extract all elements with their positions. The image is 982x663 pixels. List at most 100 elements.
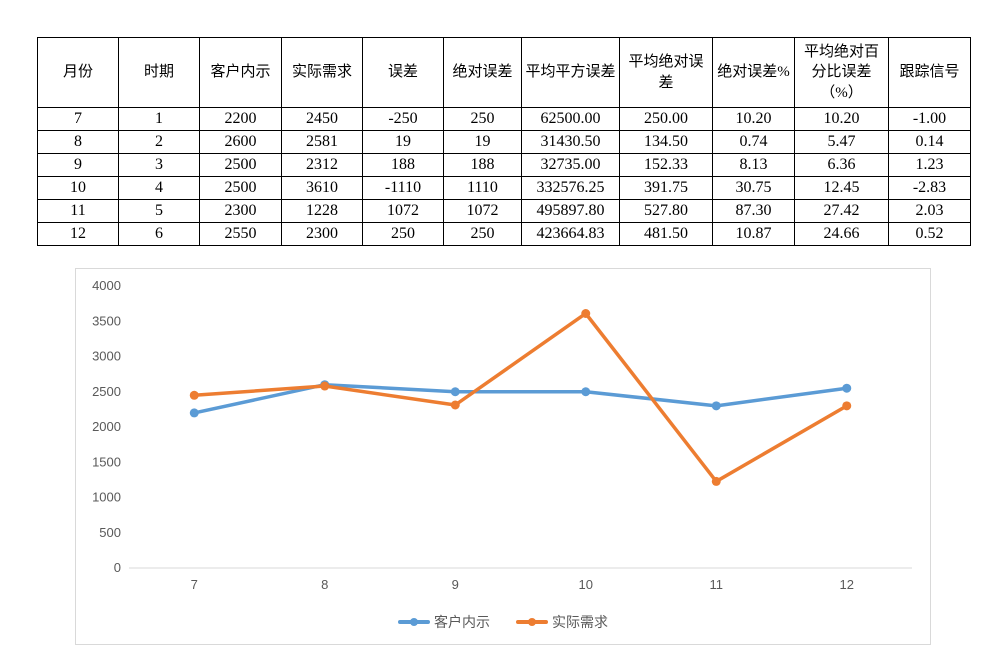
table-cell[interactable]: -250 bbox=[362, 107, 444, 131]
data-point-marker bbox=[189, 408, 199, 418]
column-header-9[interactable]: 平均绝对百分比误差（%） bbox=[794, 37, 889, 108]
table-cell[interactable]: 423664.83 bbox=[521, 222, 620, 246]
y-axis-tick-label: 1000 bbox=[92, 490, 121, 505]
data-point-marker bbox=[320, 381, 330, 391]
table-cell[interactable]: 3 bbox=[118, 153, 200, 177]
table-cell[interactable]: 32735.00 bbox=[521, 153, 620, 177]
column-header-6[interactable]: 平均平方误差 bbox=[521, 37, 620, 108]
table-cell[interactable]: 12 bbox=[37, 222, 119, 246]
y-axis-tick-label: 3000 bbox=[92, 349, 121, 364]
table-cell[interactable]: 5 bbox=[118, 199, 200, 223]
table-cell[interactable]: 2312 bbox=[281, 153, 363, 177]
table-cell[interactable]: 188 bbox=[443, 153, 522, 177]
column-header-10[interactable]: 跟踪信号 bbox=[888, 37, 971, 108]
legend-item: 客户内示 bbox=[398, 612, 490, 632]
column-header-7[interactable]: 平均绝对误差 bbox=[619, 37, 713, 108]
column-header-1[interactable]: 时期 bbox=[118, 37, 200, 108]
table-cell[interactable]: 250 bbox=[443, 222, 522, 246]
chart-plot-area: 0 500 1000 1500 2000 2500 3000 3500 4000 7 8 9 10 11 1… bbox=[92, 278, 912, 592]
chart-legend: 客户内示 实际需求 bbox=[76, 612, 930, 632]
table-cell[interactable]: 2 bbox=[118, 130, 200, 154]
y-axis-tick-label: 500 bbox=[99, 525, 121, 540]
table-row: 8 2 2600 2581 19 19 31430.50 134.50 0.74 5.47 0.14 bbox=[37, 130, 971, 154]
column-header-4[interactable]: 误差 bbox=[362, 37, 444, 108]
table-cell[interactable]: 8 bbox=[37, 130, 119, 154]
table-cell[interactable]: 2581 bbox=[281, 130, 363, 154]
table-cell[interactable]: 2500 bbox=[199, 176, 282, 200]
legend-marker-icon bbox=[516, 618, 548, 626]
column-header-3[interactable]: 实际需求 bbox=[281, 37, 363, 108]
table-cell[interactable]: 2550 bbox=[199, 222, 282, 246]
table-row: 11 5 2300 1228 1072 1072 495897.80 527.80 87.30 2… bbox=[37, 199, 971, 223]
table-cell[interactable]: 481.50 bbox=[619, 222, 713, 246]
table-cell[interactable]: 495897.80 bbox=[521, 199, 620, 223]
table-cell[interactable]: 19 bbox=[362, 130, 444, 154]
table-cell[interactable]: 332576.25 bbox=[521, 176, 620, 200]
table-cell[interactable]: -1110 bbox=[362, 176, 444, 200]
table-cell[interactable]: 2.03 bbox=[888, 199, 971, 223]
table-cell[interactable]: 3610 bbox=[281, 176, 363, 200]
table-cell[interactable]: 1 bbox=[118, 107, 200, 131]
table-cell[interactable]: 24.66 bbox=[794, 222, 889, 246]
column-header-2[interactable]: 客户内示 bbox=[199, 37, 282, 108]
table-cell[interactable]: 250 bbox=[443, 107, 522, 131]
table-cell[interactable]: 87.30 bbox=[712, 199, 795, 223]
y-axis-tick-label: 0 bbox=[114, 560, 121, 575]
table-cell[interactable]: 11 bbox=[37, 199, 119, 223]
table-cell[interactable]: 12.45 bbox=[794, 176, 889, 200]
table-cell[interactable]: 8.13 bbox=[712, 153, 795, 177]
table-row: 10 4 2500 3610 -1110 1110 332576.25 391.75 30.75… bbox=[37, 176, 971, 200]
data-point-marker bbox=[450, 400, 460, 410]
table-cell[interactable]: 31430.50 bbox=[521, 130, 620, 154]
table-cell[interactable]: 27.42 bbox=[794, 199, 889, 223]
demand-line-chart[interactable]: 0 500 1000 1500 2000 2500 3000 3500 4000 7 8 9 10 11 1… bbox=[75, 268, 931, 645]
table-row: 12 6 2550 2300 250 250 423664.83 481.50 10.87 24.… bbox=[37, 222, 971, 246]
column-header-0[interactable]: 月份 bbox=[37, 37, 119, 108]
table-cell[interactable]: 152.33 bbox=[619, 153, 713, 177]
table-cell[interactable]: 250 bbox=[362, 222, 444, 246]
table-cell[interactable]: -2.83 bbox=[888, 176, 971, 200]
y-axis-tick-label: 4000 bbox=[92, 278, 121, 293]
table-cell[interactable]: 2600 bbox=[199, 130, 282, 154]
column-header-8[interactable]: 绝对误差% bbox=[712, 37, 795, 108]
table-cell[interactable]: 1.23 bbox=[888, 153, 971, 177]
table-cell[interactable]: 10.20 bbox=[712, 107, 795, 131]
column-header-5[interactable]: 绝对误差 bbox=[443, 37, 522, 108]
table-cell[interactable]: 2450 bbox=[281, 107, 363, 131]
table-cell[interactable]: 527.80 bbox=[619, 199, 713, 223]
table-cell[interactable]: 1110 bbox=[443, 176, 522, 200]
table-cell[interactable]: 30.75 bbox=[712, 176, 795, 200]
data-point-marker bbox=[581, 387, 591, 397]
table-cell[interactable]: 10.87 bbox=[712, 222, 795, 246]
table-cell[interactable]: 0.74 bbox=[712, 130, 795, 154]
table-cell[interactable]: 0.14 bbox=[888, 130, 971, 154]
table-cell[interactable]: 6 bbox=[118, 222, 200, 246]
table-cell[interactable]: 2300 bbox=[199, 199, 282, 223]
table-cell[interactable]: 4 bbox=[118, 176, 200, 200]
data-point-marker bbox=[189, 390, 199, 400]
table-cell[interactable]: 6.36 bbox=[794, 153, 889, 177]
table-cell[interactable]: 250.00 bbox=[619, 107, 713, 131]
table-cell[interactable]: 62500.00 bbox=[521, 107, 620, 131]
table-cell[interactable]: 2300 bbox=[281, 222, 363, 246]
table-cell[interactable]: 0.52 bbox=[888, 222, 971, 246]
table-row: 9 3 2500 2312 188 188 32735.00 152.33 8.13 6.36 1.… bbox=[37, 153, 971, 177]
legend-label: 客户内示 bbox=[434, 614, 490, 630]
table-cell[interactable]: 10.20 bbox=[794, 107, 889, 131]
table-cell[interactable]: 10 bbox=[37, 176, 119, 200]
table-cell[interactable]: 1072 bbox=[362, 199, 444, 223]
x-axis-tick-label: 11 bbox=[710, 577, 724, 592]
table-cell[interactable]: -1.00 bbox=[888, 107, 971, 131]
table-cell[interactable]: 5.47 bbox=[794, 130, 889, 154]
table-cell[interactable]: 188 bbox=[362, 153, 444, 177]
table-cell[interactable]: 2500 bbox=[199, 153, 282, 177]
data-point-marker bbox=[711, 401, 721, 411]
table-cell[interactable]: 1072 bbox=[443, 199, 522, 223]
table-cell[interactable]: 9 bbox=[37, 153, 119, 177]
table-cell[interactable]: 7 bbox=[37, 107, 119, 131]
table-cell[interactable]: 391.75 bbox=[619, 176, 713, 200]
table-cell[interactable]: 1228 bbox=[281, 199, 363, 223]
table-cell[interactable]: 2200 bbox=[199, 107, 282, 131]
table-cell[interactable]: 19 bbox=[443, 130, 522, 154]
table-cell[interactable]: 134.50 bbox=[619, 130, 713, 154]
